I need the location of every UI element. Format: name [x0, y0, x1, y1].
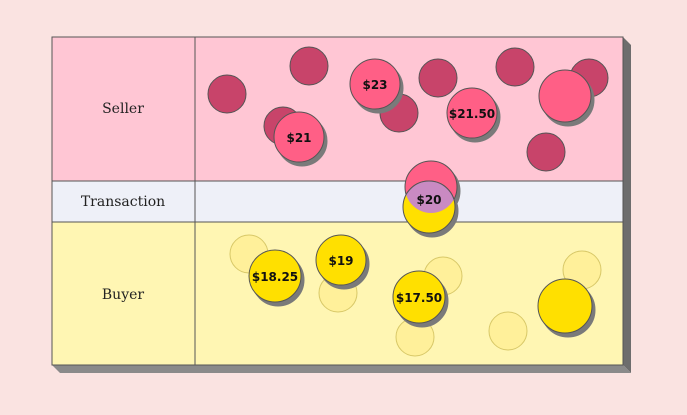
buyer-price-circle	[392, 270, 446, 324]
board-side-right	[623, 37, 631, 373]
buyer-price-label: $17.50	[396, 291, 442, 305]
seller-unlabeled-large	[538, 69, 595, 127]
row-labels: Seller Transaction Buyer	[81, 101, 165, 303]
buyer-price-circle	[315, 234, 367, 286]
transaction-row-background	[51, 180, 624, 223]
buyer-price-circle	[248, 249, 302, 303]
seller-price-circle	[538, 69, 592, 123]
seller-dark-circle	[495, 47, 535, 87]
board-side-bottom	[52, 365, 631, 373]
buyer-price-label: $18.25	[252, 270, 298, 284]
seller-dark-circle	[289, 46, 329, 86]
seller-price-label: $21.50	[449, 107, 495, 121]
seller-price-label: $21	[286, 131, 311, 145]
buyer-price-18-25: $18.25	[248, 249, 305, 307]
buyer-price-19: $19	[315, 234, 370, 290]
seller-price-21-50: $21.50	[446, 87, 501, 143]
seller-price-circle	[349, 58, 401, 110]
row-label-transaction: Transaction	[81, 194, 165, 210]
seller-dark-circle	[526, 132, 566, 172]
buyer-price-label: $19	[328, 254, 353, 268]
seller-price-circle	[446, 87, 498, 139]
transaction-match: $20	[402, 160, 461, 238]
buyer-faded-circle	[488, 311, 528, 351]
seller-price-circles: $23 $21 $21.50	[273, 58, 595, 167]
seller-price-circle	[273, 111, 325, 163]
seller-price-21: $21	[273, 111, 328, 167]
buyer-price-circles: $18.25 $19 $17.50	[248, 234, 596, 338]
board-depth	[52, 37, 631, 373]
seller-price-label: $23	[362, 78, 387, 92]
seller-dark-circle	[418, 58, 458, 98]
buyer-price-circle	[537, 278, 593, 334]
row-label-seller: Seller	[102, 101, 144, 117]
buyer-unlabeled-large	[537, 278, 596, 338]
seller-price-23: $23	[349, 58, 404, 114]
seller-dark-circle	[207, 74, 247, 114]
transaction-price-label: $20	[416, 193, 441, 207]
row-label-buyer: Buyer	[102, 287, 144, 303]
buyer-price-17-50: $17.50	[392, 270, 449, 328]
